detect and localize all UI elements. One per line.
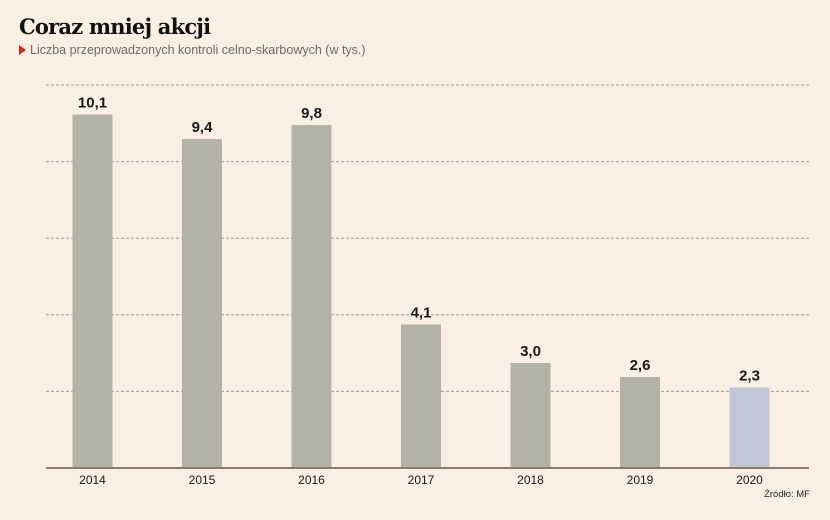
x-tick-label: 2015 (189, 473, 216, 487)
bar-2014 (72, 114, 113, 468)
x-axis-labels: 2014 2015 2016 2017 2018 2019 2020 (79, 473, 763, 487)
x-tick-label: 2020 (736, 473, 763, 487)
x-tick-label: 2018 (517, 473, 544, 487)
x-tick-label: 2014 (79, 473, 106, 487)
chart-subtitle: Liczba przeprowadzonych kontroli celno-s… (19, 43, 366, 57)
bar-2020 (729, 387, 770, 468)
value-label: 9,8 (301, 105, 322, 122)
bar-2015 (182, 139, 222, 468)
value-label: 9,4 (192, 119, 214, 136)
value-labels: 10,1 9,4 9,8 4,1 3,0 2,6 2,3 (78, 95, 760, 385)
bar-2018 (510, 363, 551, 468)
value-label: 4,1 (411, 305, 432, 322)
value-label: 3,0 (520, 343, 541, 360)
bar-2017 (401, 324, 441, 468)
value-label: 2,6 (630, 357, 651, 374)
x-tick-label: 2017 (408, 473, 435, 487)
value-label: 2,3 (739, 368, 760, 385)
x-tick-label: 2016 (298, 473, 325, 487)
subtitle-text: Liczba przeprowadzonych kontroli celno-s… (30, 43, 366, 57)
chart-title: Coraz mniej akcji (19, 14, 211, 39)
bar-2016 (291, 125, 332, 468)
source-note: Źródło: MF (764, 489, 810, 500)
bar-2019 (620, 377, 660, 468)
red-triangle-icon (19, 45, 26, 55)
value-label: 10,1 (78, 95, 107, 112)
x-tick-label: 2019 (627, 473, 654, 487)
bars (72, 114, 770, 468)
